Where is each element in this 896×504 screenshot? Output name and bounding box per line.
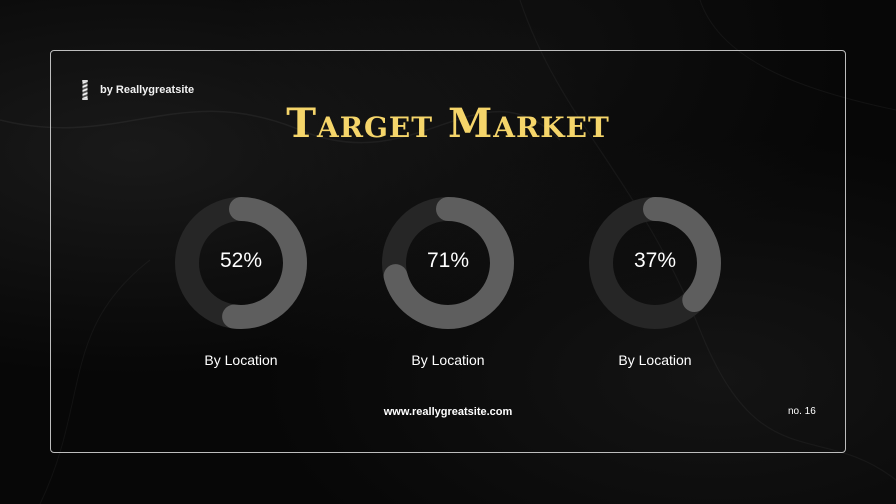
brand-text: by Reallygreatsite	[100, 84, 195, 96]
donut-value: 37%	[633, 249, 677, 272]
donut-chart-2: 71%	[382, 197, 514, 329]
donut-fill	[589, 197, 721, 329]
donut-value: 71%	[426, 249, 470, 272]
footer-url[interactable]: www.reallygreatsite.com	[383, 406, 513, 418]
page-number: no. 16	[788, 406, 816, 417]
donut-chart-3: 37%	[589, 197, 721, 329]
slide-frame	[50, 50, 846, 453]
brand: by Reallygreatsite	[80, 80, 194, 100]
donut-value: 52%	[219, 249, 263, 272]
donut-label: By Location	[411, 352, 485, 368]
page-title: Target Market	[286, 100, 610, 147]
donut-label: By Location	[204, 352, 278, 368]
donut-fill	[175, 197, 307, 329]
donut-label: By Location	[618, 352, 692, 368]
barber-pole-icon	[82, 80, 88, 100]
donut-fill	[382, 197, 514, 329]
donut-chart-1: 52%	[175, 197, 307, 329]
